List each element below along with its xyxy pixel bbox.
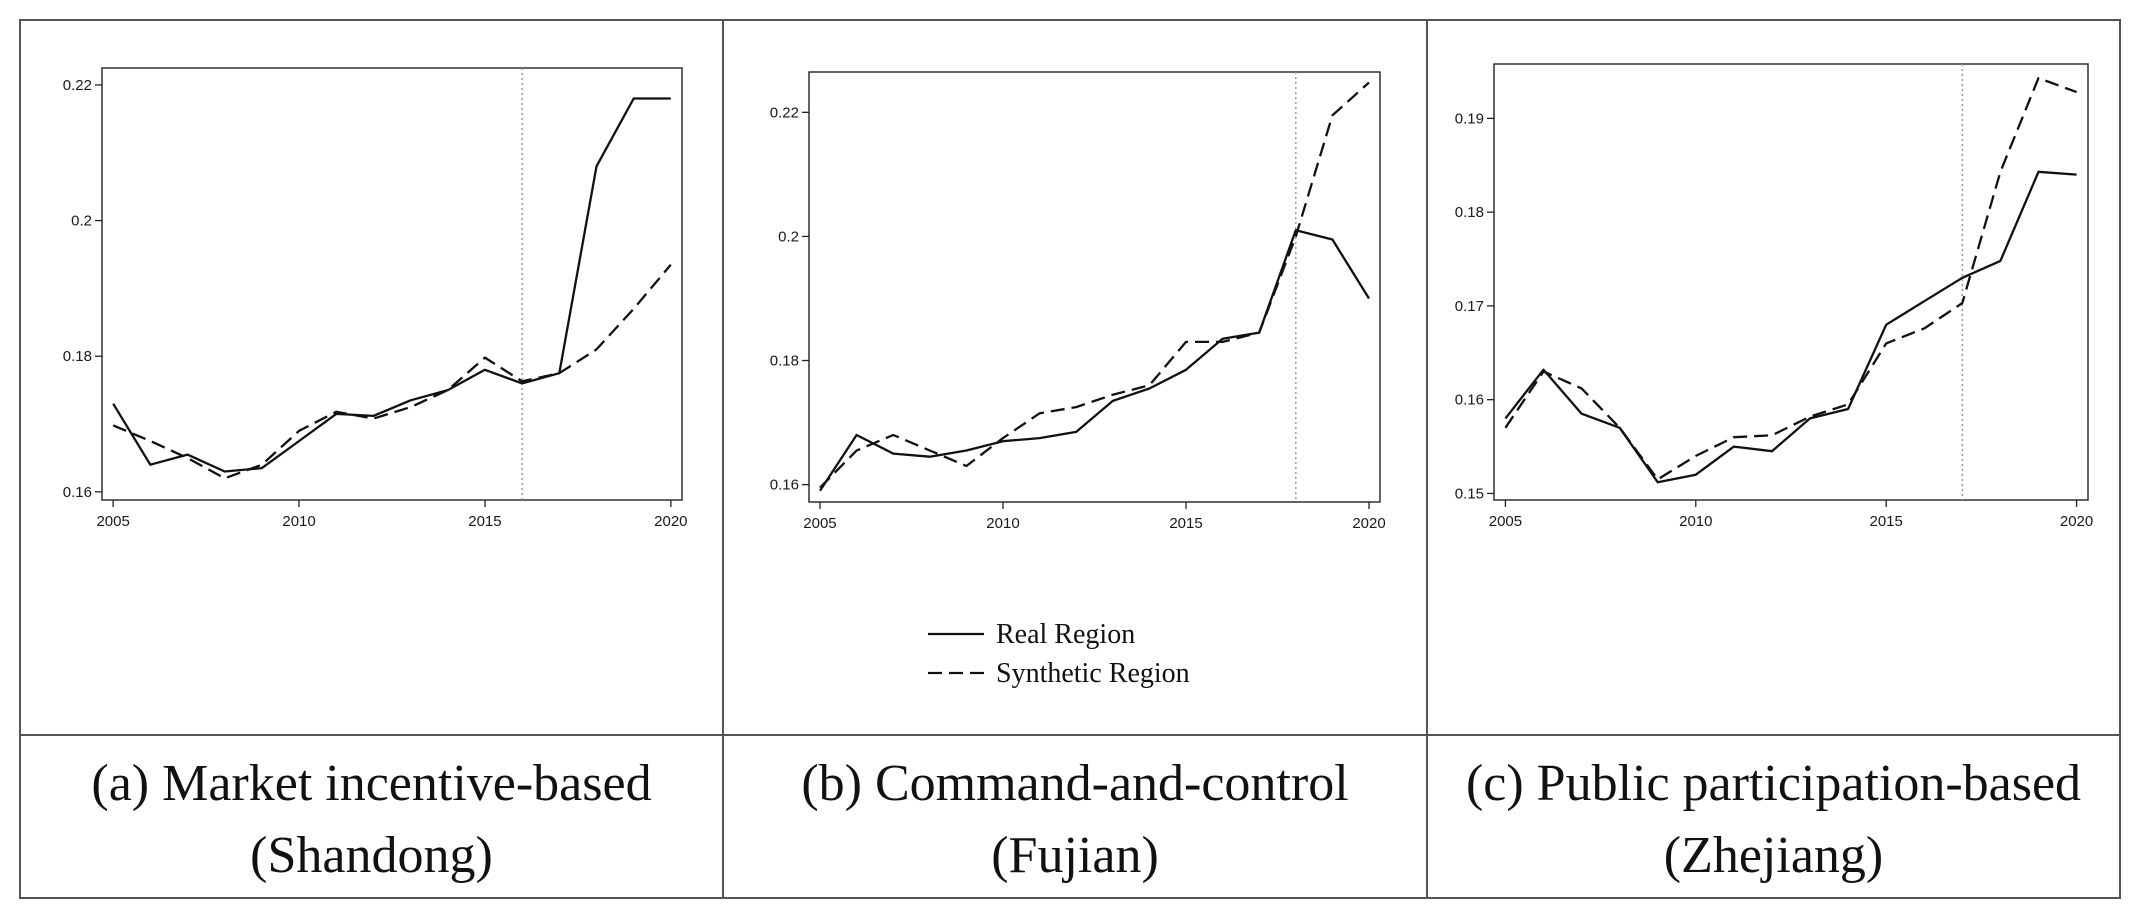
x-tick-label: 2015 bbox=[1169, 515, 1202, 532]
chart-panel-b: 0.16 0.18 0.2 0.22 2005 2010 2015 2020 bbox=[770, 71, 1386, 532]
caption-b-line2: (Fujian) bbox=[991, 827, 1159, 884]
real-region-line bbox=[112, 97, 671, 473]
x-tick-label: 2005 bbox=[1489, 513, 1522, 530]
y-tick-label: 0.18 bbox=[1455, 204, 1484, 221]
legend: Real Region Synthetic Region bbox=[928, 619, 1190, 689]
x-tick-label: 2015 bbox=[468, 513, 501, 530]
y-tick-label: 0.2 bbox=[71, 213, 92, 230]
real-region-line bbox=[819, 229, 1370, 492]
y-tick-label: 0.15 bbox=[1455, 485, 1484, 502]
x-tick-label: 2020 bbox=[1352, 515, 1385, 532]
caption-b-line1: (b) Command-and-control bbox=[801, 755, 1348, 812]
y-tick-label: 0.18 bbox=[770, 353, 799, 370]
y-tick-label: 0.17 bbox=[1455, 298, 1484, 315]
y-tick-label: 0.2 bbox=[778, 228, 799, 245]
x-tick-label: 2010 bbox=[1679, 513, 1712, 530]
plot-border bbox=[101, 67, 683, 501]
chart-panel-c: 0.15 0.16 0.17 0.18 0.19 2005 2010 2015 2020 bbox=[1455, 63, 2093, 530]
x-tick-label: 2015 bbox=[1870, 513, 1903, 530]
caption-a-line1: (a) Market incentive-based bbox=[91, 755, 651, 812]
synthetic-region-line bbox=[112, 263, 672, 480]
captions: (a) Market incentive-based (Shandong) (b) … bbox=[91, 755, 2081, 884]
y-tick-label: 0.22 bbox=[770, 104, 799, 121]
y-tick-label: 0.19 bbox=[1455, 110, 1484, 127]
y-tick-label: 0.22 bbox=[63, 77, 92, 94]
y-tick-label: 0.18 bbox=[63, 348, 92, 365]
x-tick-label: 2010 bbox=[282, 513, 315, 530]
caption-c-line2: (Zhejiang) bbox=[1664, 827, 1883, 884]
real-region-line bbox=[1504, 170, 2077, 484]
synthetic-region-line bbox=[819, 81, 1370, 489]
x-tick-label: 2020 bbox=[2060, 513, 2093, 530]
chart-panel-a: 0.16 0.18 0.2 0.22 2005 2010 2015 2020 bbox=[63, 67, 688, 530]
legend-label: Real Region bbox=[996, 619, 1135, 650]
legend-label: Synthetic Region bbox=[996, 658, 1190, 689]
synthetic-region-line bbox=[1504, 76, 2077, 481]
plot-border bbox=[1493, 63, 2089, 501]
x-tick-label: 2020 bbox=[654, 513, 687, 530]
x-tick-label: 2005 bbox=[803, 515, 836, 532]
table-frame bbox=[19, 19, 2121, 899]
caption-c-line1: (c) Public participation-based bbox=[1466, 755, 2081, 812]
y-tick-label: 0.16 bbox=[63, 484, 92, 501]
y-tick-label: 0.16 bbox=[1455, 392, 1484, 409]
table-border bbox=[19, 19, 2121, 899]
caption-a-line2: (Shandong) bbox=[250, 827, 493, 884]
x-tick-label: 2010 bbox=[986, 515, 1019, 532]
x-tick-label: 2005 bbox=[96, 513, 129, 530]
y-tick-label: 0.16 bbox=[770, 477, 799, 494]
plot-border bbox=[808, 71, 1381, 503]
